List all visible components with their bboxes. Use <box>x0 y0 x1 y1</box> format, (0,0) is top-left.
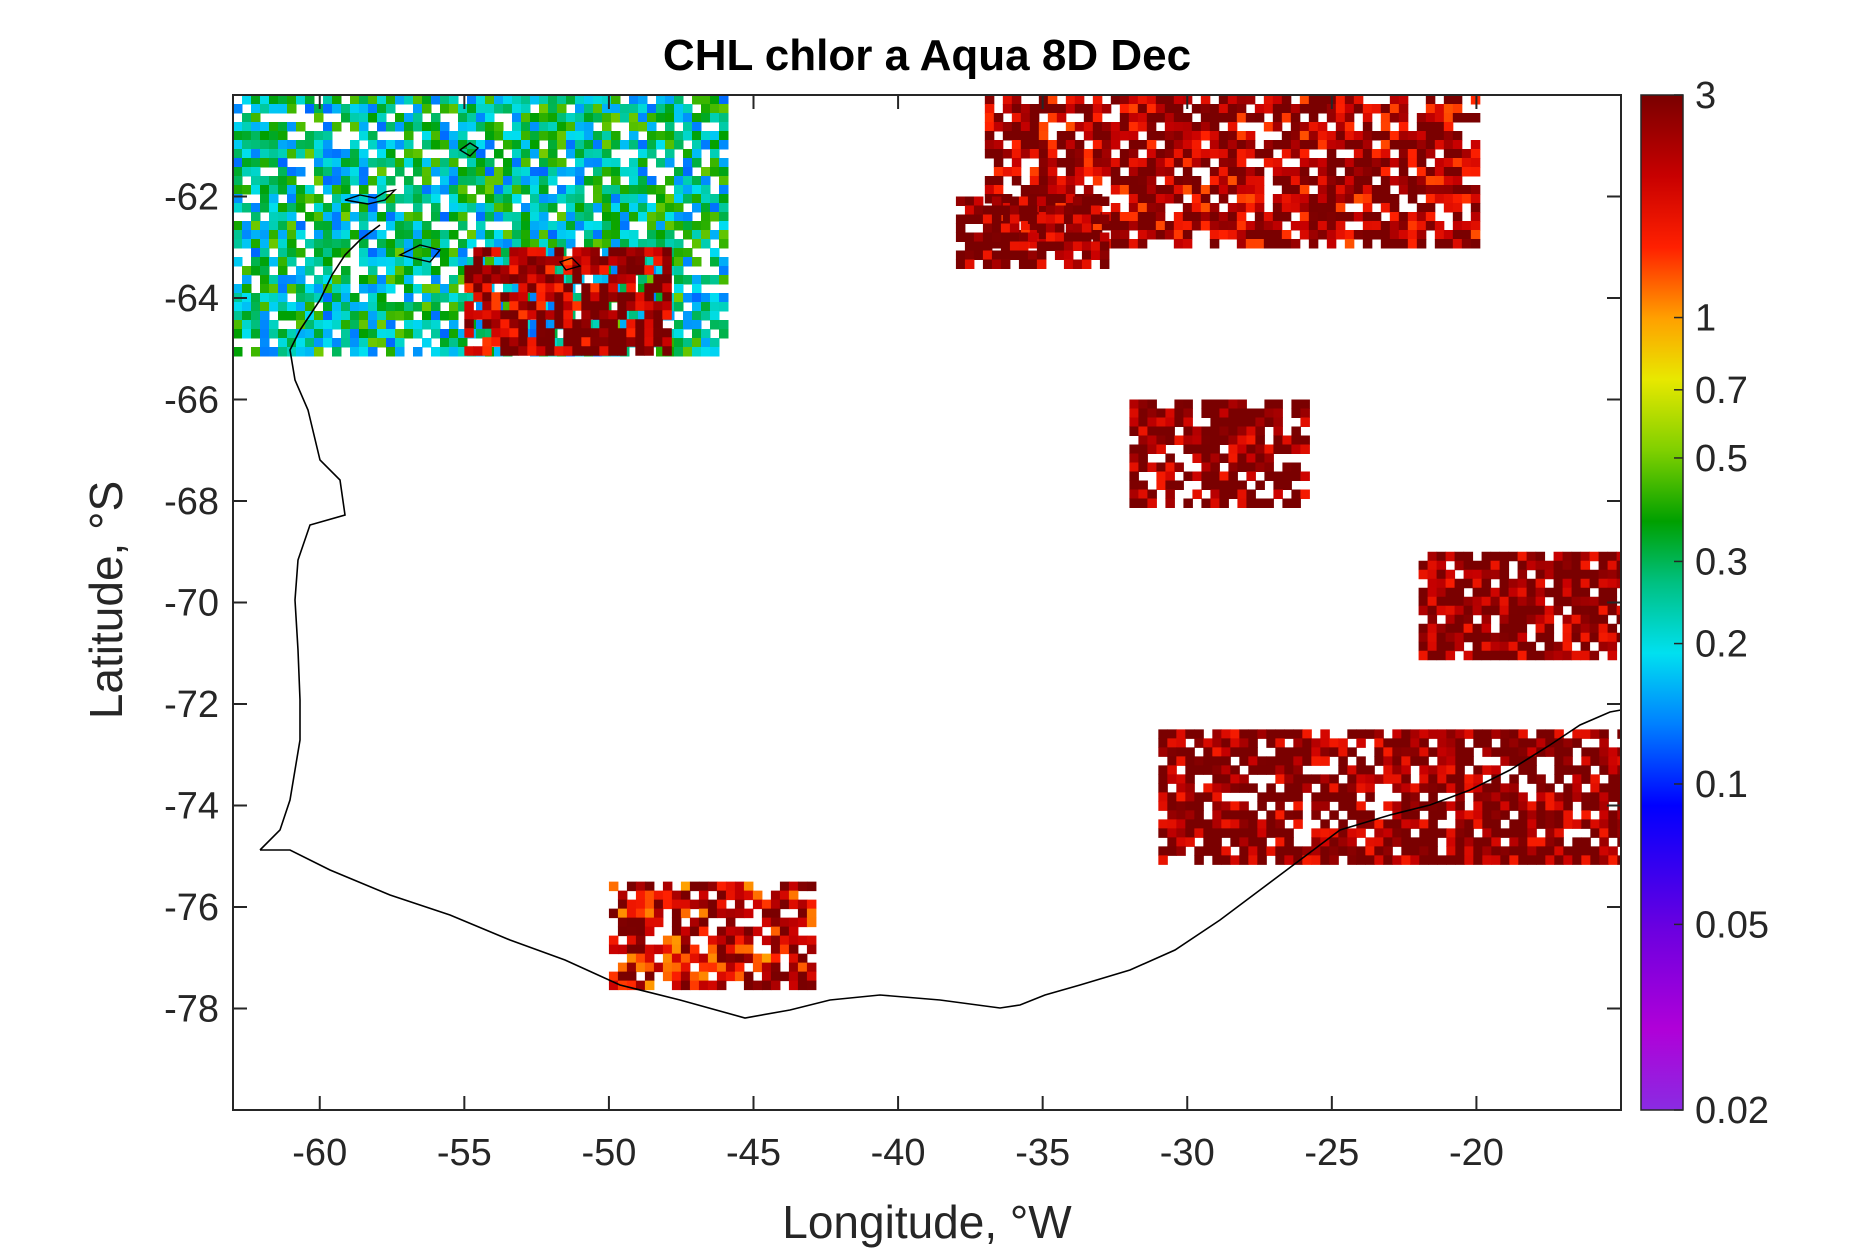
chl-region <box>464 247 672 356</box>
chl-region <box>608 881 817 991</box>
colorbar-tick-label: 0.02 <box>1695 1090 1769 1132</box>
y-tick-label: -78 <box>164 989 219 1031</box>
x-tick-label: -60 <box>292 1132 347 1174</box>
y-tick-label: -72 <box>164 684 219 726</box>
x-axis-ticks: -60 -55 -50 -45 -40 -35 -30 -25 -20 <box>292 95 1504 1174</box>
y-tick-label: -70 <box>164 583 219 625</box>
colorbar-tick-label: 3 <box>1695 75 1716 117</box>
x-tick-label: -25 <box>1304 1132 1359 1174</box>
colorbar-tick-label: 0.2 <box>1695 624 1748 666</box>
colorbar-ticks: 3 1 0.7 0.5 0.3 0.2 0.1 0.05 0.02 <box>1674 75 1769 1132</box>
x-tick-label: -55 <box>437 1132 492 1174</box>
x-axis-label: Longitude, °W <box>782 1196 1072 1248</box>
y-tick-label: -74 <box>164 786 219 828</box>
island-outlines <box>344 142 582 271</box>
chl-region <box>1418 551 1621 661</box>
y-tick-label: -66 <box>164 380 219 422</box>
colorbar-tick-label: 0.1 <box>1695 764 1748 806</box>
y-tick-label: -76 <box>164 887 219 929</box>
antarctic-coastline <box>259 224 1622 1019</box>
y-tick-label: -62 <box>164 177 219 219</box>
colorbar-tick-label: 0.05 <box>1695 904 1769 946</box>
chl-region <box>1158 729 1621 865</box>
x-tick-label: -35 <box>1015 1132 1070 1174</box>
chl-region <box>1129 399 1310 508</box>
colorbar-tick-label: 0.7 <box>1695 370 1748 412</box>
x-tick-label: -50 <box>581 1132 636 1174</box>
colorbar-tick-label: 0.3 <box>1695 541 1748 583</box>
y-tick-label: -64 <box>164 278 219 320</box>
x-tick-label: -45 <box>726 1132 781 1174</box>
colorbar-tick-label: 0.5 <box>1695 438 1748 480</box>
x-tick-label: -20 <box>1449 1132 1504 1174</box>
y-tick-label: -68 <box>164 481 219 523</box>
chart-title: CHL chlor a Aqua 8D Dec <box>663 31 1191 80</box>
y-axis-label: Latitude, °S <box>80 481 132 719</box>
x-tick-label: -30 <box>1160 1132 1215 1174</box>
x-tick-label: -40 <box>871 1132 926 1174</box>
colorbar-tick-label: 1 <box>1695 298 1716 340</box>
colorbar <box>1640 94 1684 1111</box>
chl-region <box>955 196 1110 269</box>
y-axis-ticks: -62 -64 -66 -68 -70 -72 -74 -76 -78 <box>164 177 1621 1031</box>
